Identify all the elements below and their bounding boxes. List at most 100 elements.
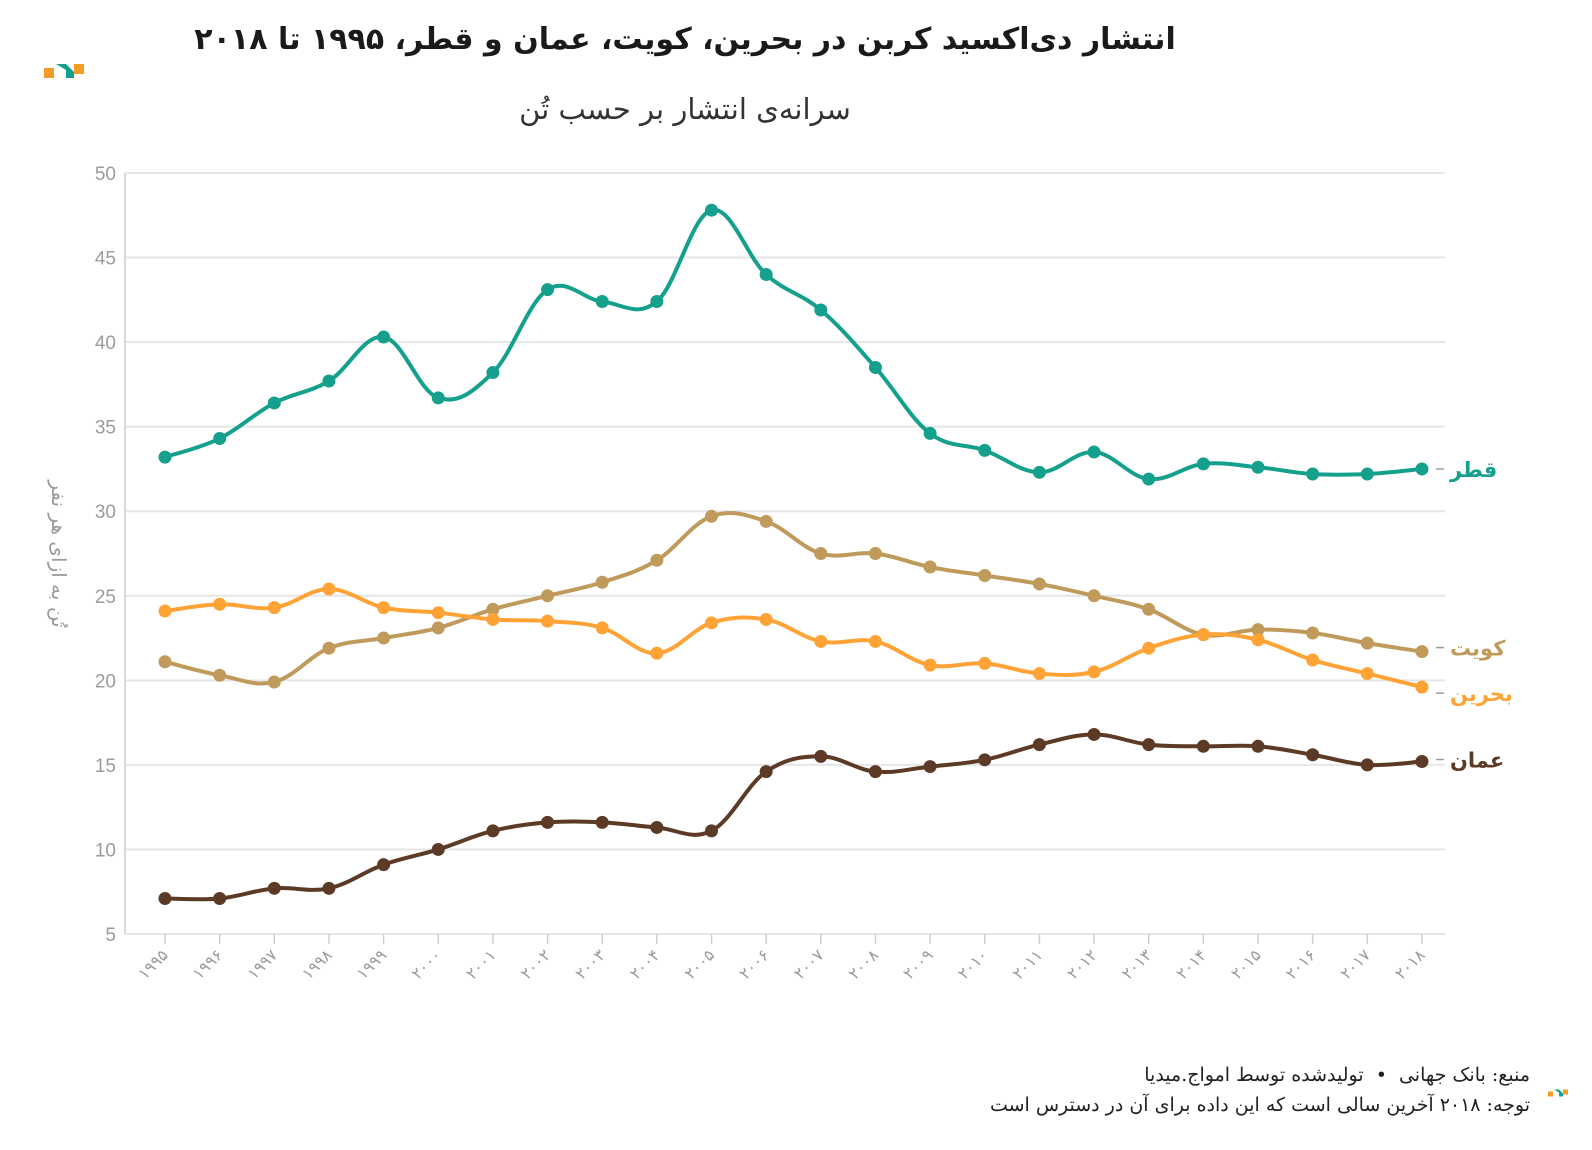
x-tick-label: ۱۹۹۵ bbox=[134, 945, 172, 983]
data-point-qatar bbox=[923, 426, 937, 440]
data-point-kuwait bbox=[1360, 636, 1374, 650]
data-point-bahrain bbox=[213, 597, 227, 611]
x-tick-label: ۲۰۰۵ bbox=[681, 945, 719, 983]
data-point-oman bbox=[1142, 738, 1156, 752]
data-point-qatar bbox=[541, 283, 555, 297]
data-point-kuwait bbox=[431, 621, 445, 635]
chart-title: انتشار دی‌اکسید کربن در بحرین، کویت، عما… bbox=[194, 22, 1176, 57]
y-tick-label: 45 bbox=[95, 249, 116, 270]
data-point-qatar bbox=[322, 374, 336, 388]
data-point-oman bbox=[158, 891, 172, 905]
gridlines bbox=[125, 172, 1445, 935]
data-point-oman bbox=[541, 815, 555, 829]
x-tick-label: ۱۹۹۸ bbox=[298, 945, 336, 983]
data-point-oman bbox=[431, 842, 445, 856]
y-tick-label: 20 bbox=[95, 671, 116, 692]
data-point-qatar bbox=[814, 303, 828, 317]
data-point-kuwait bbox=[923, 560, 937, 574]
data-point-oman bbox=[486, 824, 500, 838]
data-point-bahrain bbox=[978, 656, 992, 670]
data-point-bahrain bbox=[322, 582, 336, 596]
y-tick-label: 40 bbox=[95, 333, 116, 354]
data-point-qatar bbox=[431, 391, 445, 405]
x-tick-label: ۲۰۰۳ bbox=[571, 945, 609, 983]
data-point-bahrain bbox=[705, 616, 718, 630]
data-point-oman bbox=[267, 881, 281, 895]
data-point-bahrain bbox=[486, 612, 500, 626]
x-tick-label: ۲۰۱۷ bbox=[1336, 945, 1374, 983]
data-point-bahrain bbox=[1142, 641, 1156, 655]
data-point-oman bbox=[1032, 738, 1046, 752]
data-point-bahrain bbox=[1306, 653, 1320, 667]
series-lines bbox=[158, 203, 1429, 905]
source-text: منبع: بانک جهانی bbox=[1398, 1064, 1530, 1086]
data-point-kuwait bbox=[814, 547, 828, 560]
x-tick-label: ۲۰۰۲ bbox=[517, 945, 555, 983]
data-point-qatar bbox=[868, 360, 882, 374]
y-tick-label: 5 bbox=[105, 925, 116, 946]
series-line-bahrain bbox=[163, 587, 1424, 690]
data-point-qatar bbox=[1360, 467, 1374, 481]
x-tick-label: ۲۰۰۷ bbox=[790, 945, 828, 983]
series-line-kuwait bbox=[163, 511, 1424, 686]
data-point-kuwait bbox=[267, 675, 281, 689]
x-tick-label: ۲۰۰۸ bbox=[845, 945, 883, 983]
data-point-kuwait bbox=[1142, 602, 1156, 616]
data-point-oman bbox=[1196, 739, 1210, 753]
data-point-kuwait bbox=[705, 509, 718, 523]
data-point-bahrain bbox=[1251, 633, 1265, 647]
data-point-oman bbox=[595, 815, 609, 829]
y-tick-label: 15 bbox=[95, 756, 116, 777]
data-point-bahrain bbox=[158, 604, 172, 618]
footer-note: توجه: ۲۰۱۸ آخرین سالی است که این داده بر… bbox=[989, 1094, 1530, 1116]
data-point-bahrain bbox=[923, 658, 937, 672]
data-point-kuwait bbox=[322, 641, 336, 655]
line-chart: 5 10 15 20 25 30 35 40 45 50 ۱۹۹۵ ۱۹۹۶ ۱۹۹۷ ۱۹۹۸ ۱۹۹۹… bbox=[47, 164, 1513, 983]
data-point-kuwait bbox=[486, 602, 500, 616]
data-point-oman bbox=[1306, 748, 1320, 762]
data-point-oman bbox=[868, 765, 882, 779]
data-point-qatar bbox=[1196, 457, 1210, 471]
y-axis: 5 10 15 20 25 30 35 40 45 50 bbox=[95, 164, 126, 946]
data-point-bahrain bbox=[595, 621, 609, 635]
x-tick-label: ۲۰۱۴ bbox=[1172, 945, 1210, 983]
x-tick-label: ۲۰۱۰ bbox=[954, 945, 992, 983]
data-point-qatar bbox=[1415, 462, 1429, 476]
data-point-qatar bbox=[377, 330, 391, 344]
footer-bullet: • bbox=[1375, 1064, 1387, 1086]
data-point-kuwait bbox=[650, 553, 664, 567]
data-point-oman bbox=[1251, 739, 1265, 753]
x-tick-label: ۲۰۱۵ bbox=[1227, 945, 1265, 983]
data-point-oman bbox=[322, 881, 336, 895]
x-tick-label: ۲۰۰۹ bbox=[899, 945, 937, 983]
data-point-bahrain bbox=[1032, 667, 1046, 681]
data-point-qatar bbox=[978, 443, 992, 457]
data-point-bahrain bbox=[1360, 667, 1374, 681]
data-point-qatar bbox=[705, 203, 718, 217]
series-label-kuwait: کویت bbox=[1450, 637, 1506, 661]
series-line-qatar bbox=[163, 208, 1424, 482]
data-point-qatar bbox=[595, 295, 609, 309]
brand-logo-small-icon bbox=[1548, 1089, 1568, 1097]
data-point-kuwait bbox=[213, 668, 227, 682]
data-point-oman bbox=[759, 765, 773, 779]
x-tick-label: ۲۰۱۲ bbox=[1063, 945, 1101, 983]
series-label-oman: عمان bbox=[1450, 749, 1504, 773]
data-point-kuwait bbox=[868, 547, 882, 560]
data-point-oman bbox=[814, 749, 828, 763]
y-tick-label: 30 bbox=[95, 502, 116, 523]
data-point-qatar bbox=[158, 450, 172, 464]
data-point-oman bbox=[923, 760, 937, 774]
x-tick-label: ۲۰۱۳ bbox=[1118, 945, 1156, 983]
data-point-oman bbox=[213, 891, 227, 905]
x-tick-label: ۲۰۰۱ bbox=[462, 945, 500, 983]
data-point-qatar bbox=[486, 366, 500, 380]
data-point-kuwait bbox=[1306, 626, 1320, 640]
x-tick-label: ۲۰۱۶ bbox=[1282, 945, 1320, 983]
data-point-oman bbox=[1415, 755, 1429, 769]
data-point-kuwait bbox=[1032, 577, 1046, 591]
data-point-qatar bbox=[1032, 465, 1046, 479]
data-point-bahrain bbox=[267, 601, 281, 615]
data-point-kuwait bbox=[978, 568, 992, 582]
series-label-qatar: قطر bbox=[1449, 458, 1497, 482]
